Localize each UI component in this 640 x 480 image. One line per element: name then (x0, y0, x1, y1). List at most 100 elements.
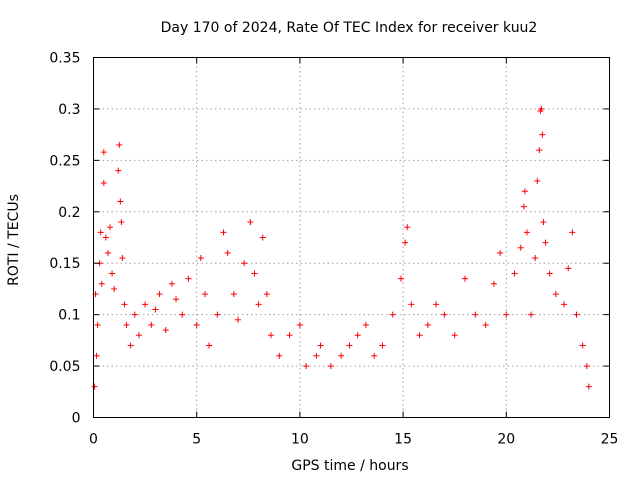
data-point (389, 311, 396, 318)
data-point (201, 291, 208, 298)
data-point (97, 229, 104, 236)
data-point (173, 296, 180, 303)
data-point (538, 105, 545, 112)
data-point (536, 147, 543, 154)
y-tick-label: 0.3 (58, 102, 80, 118)
data-point (362, 321, 369, 328)
data-point (565, 265, 572, 272)
data-point (214, 311, 221, 318)
data-point (142, 301, 149, 308)
data-point (98, 280, 105, 287)
plot-frame (93, 57, 610, 418)
data-point (561, 301, 568, 308)
data-point (503, 311, 510, 318)
data-point (220, 229, 227, 236)
data-point (511, 270, 518, 277)
data-point (230, 291, 237, 298)
y-axis-title: ROTI / TECUs (6, 194, 22, 286)
data-point (398, 275, 405, 282)
data-point (441, 311, 448, 318)
data-point (251, 270, 258, 277)
data-point (528, 311, 535, 318)
data-point (135, 332, 142, 339)
x-tick-label: 15 (394, 432, 412, 448)
data-point (193, 321, 200, 328)
data-point (117, 198, 124, 205)
data-point (111, 285, 118, 292)
data-point (313, 352, 320, 359)
data-point (416, 332, 423, 339)
data-point (354, 332, 361, 339)
data-point (121, 301, 128, 308)
data-point (346, 342, 353, 349)
y-tick-label: 0.25 (49, 153, 80, 169)
y-tick-label: 0.35 (49, 51, 80, 67)
data-point (520, 203, 527, 210)
data-point (224, 249, 231, 256)
y-tick-label: 0.15 (49, 256, 80, 272)
data-point (179, 311, 186, 318)
data-point (185, 275, 192, 282)
data-point (259, 234, 266, 241)
data-point (472, 311, 479, 318)
data-point (534, 177, 541, 184)
y-tick-label: 0.05 (49, 359, 80, 375)
data-point (276, 352, 283, 359)
data-point (286, 332, 293, 339)
y-tick-label: 0 (72, 411, 81, 427)
data-point (523, 229, 530, 236)
data-point (539, 131, 546, 138)
grid (93, 57, 610, 418)
data-point (379, 342, 386, 349)
data-point (424, 321, 431, 328)
data-point (102, 234, 109, 241)
data-point (540, 219, 547, 226)
data-point (131, 311, 138, 318)
data-point (462, 275, 469, 282)
data-point (303, 363, 310, 370)
x-tick-label: 20 (497, 432, 515, 448)
data-point (168, 280, 175, 287)
data-point (585, 383, 592, 390)
data-point (156, 291, 163, 298)
data-point (338, 352, 345, 359)
x-tick-label: 25 (601, 432, 619, 448)
data-point (371, 352, 378, 359)
data-point (148, 321, 155, 328)
data-point (583, 363, 590, 370)
data-point (234, 316, 241, 323)
data-point (241, 260, 248, 267)
data-point (497, 249, 504, 256)
data-point (482, 321, 489, 328)
data-point (123, 321, 130, 328)
data-point (107, 224, 114, 231)
data-point (268, 332, 275, 339)
axis-ticks: 0 5 10 15 20 25 0 0.05 0.1 0.15 0.2 0.25 0.3 0.35 (49, 51, 618, 448)
data-point (517, 244, 524, 251)
x-axis-title: GPS time / hours (291, 458, 408, 474)
data-point (109, 270, 116, 277)
data-point (404, 224, 411, 231)
data-point (206, 342, 213, 349)
data-point (91, 383, 98, 390)
data-point (116, 141, 123, 148)
data-point (94, 321, 101, 328)
data-point (579, 342, 586, 349)
data-point (197, 255, 204, 262)
data-point (119, 255, 126, 262)
data-point (100, 179, 107, 186)
data-point (569, 229, 576, 236)
data-point (152, 306, 159, 313)
data-point (115, 167, 122, 174)
data-point (263, 291, 270, 298)
data-point (408, 301, 415, 308)
data-point (247, 219, 254, 226)
data-point (573, 311, 580, 318)
x-tick-label: 0 (89, 432, 98, 448)
chart-title: Day 170 of 2024, Rate Of TEC Index for r… (161, 20, 538, 36)
data-point (433, 301, 440, 308)
data-point (532, 255, 539, 262)
data-point (552, 291, 559, 298)
x-tick-label: 5 (192, 432, 201, 448)
